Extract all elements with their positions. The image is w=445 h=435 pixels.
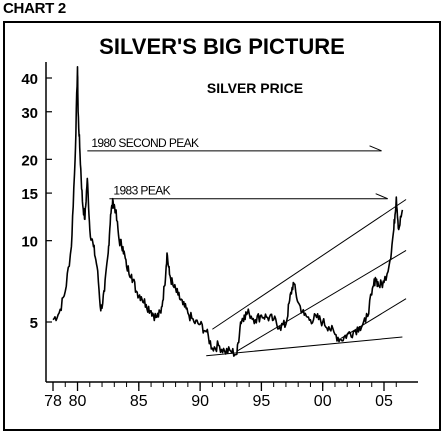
annotation-arrowhead — [375, 193, 388, 200]
x-tick-label: 95 — [253, 393, 271, 410]
outer-border — [3, 21, 441, 431]
trend-line — [212, 199, 407, 330]
x-tick-group: 78 80 85 90 95 00 05 — [44, 382, 397, 410]
x-tick-label: 78 — [44, 393, 62, 410]
silver-price-line — [52, 66, 404, 357]
x-tick-label: 00 — [314, 393, 332, 410]
chart-subtitle: SILVER PRICE — [207, 80, 303, 96]
y-tick-label: 10 — [21, 234, 38, 251]
annotation-label: 1983 PEAK — [113, 184, 170, 198]
trend-line-group — [206, 199, 407, 357]
x-tick-label: 05 — [375, 393, 393, 410]
annotation-group: 1980 SECOND PEAK 1983 PEAK — [87, 136, 388, 200]
x-tick-label: 80 — [69, 393, 87, 410]
trend-line — [206, 336, 403, 357]
chart-title: SILVER'S BIG PICTURE — [99, 34, 345, 59]
trend-line — [236, 250, 407, 352]
y-tick-label: 20 — [21, 152, 38, 169]
y-tick-label: 15 — [21, 186, 38, 203]
annotation-arrowhead — [369, 145, 382, 152]
trend-line — [340, 298, 407, 339]
y-tick-label: 30 — [21, 105, 38, 122]
y-tick-group: 40 30 20 15 10 5 — [21, 71, 52, 332]
chart-number-label: CHART 2 — [3, 0, 66, 17]
annotation-label: 1980 SECOND PEAK — [91, 136, 199, 150]
x-tick-label: 85 — [130, 393, 148, 410]
y-tick-label: 40 — [21, 71, 38, 88]
x-tick-label: 90 — [191, 393, 209, 410]
y-tick-label: 5 — [30, 315, 38, 332]
series-group — [52, 66, 404, 357]
